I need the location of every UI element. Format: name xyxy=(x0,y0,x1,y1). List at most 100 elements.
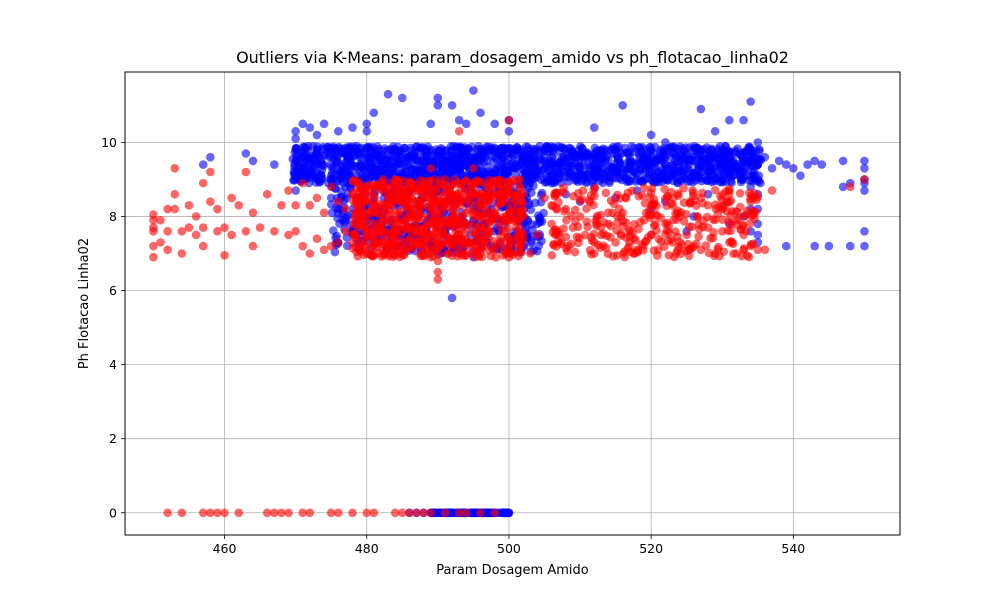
cluster-point-blue xyxy=(405,152,414,162)
outlier-point-red xyxy=(277,201,286,210)
y-tick-label: 4 xyxy=(109,357,117,372)
cluster-point-blue xyxy=(326,193,336,203)
outlier-point-red xyxy=(623,188,633,198)
outlier-point-red xyxy=(753,245,763,255)
outlier-point-red xyxy=(687,222,697,232)
outlier-point-red xyxy=(641,236,651,246)
outlier-point-red xyxy=(424,238,434,248)
outlier-point-red xyxy=(262,508,272,518)
outlier-point-red xyxy=(390,175,400,184)
outlier-point-red xyxy=(496,239,506,249)
outlier-point-red xyxy=(485,217,494,227)
outlier-point-red xyxy=(716,192,725,201)
cluster-point-blue xyxy=(469,86,478,95)
cluster-point-blue xyxy=(597,146,606,155)
outlier-point-red xyxy=(355,212,364,221)
outlier-point-red xyxy=(661,219,670,229)
cluster-point-blue xyxy=(789,164,798,173)
outlier-point-red xyxy=(440,215,450,225)
outlier-point-red xyxy=(547,201,556,210)
cluster-point-blue xyxy=(326,171,336,181)
outlier-point-red xyxy=(400,216,410,226)
outlier-point-red xyxy=(673,246,682,255)
outlier-point-red xyxy=(405,186,414,195)
outlier-point-red xyxy=(725,186,734,195)
outlier-point-red xyxy=(489,192,499,202)
cluster-point-blue xyxy=(448,151,457,160)
outlier-point-red xyxy=(739,230,748,240)
outlier-point-red xyxy=(589,229,599,239)
outlier-point-red xyxy=(405,508,414,518)
outlier-point-red xyxy=(735,188,745,198)
outlier-point-red xyxy=(686,198,695,208)
outlier-point-red xyxy=(198,241,208,251)
outlier-point-red xyxy=(430,175,439,184)
cluster-point-blue xyxy=(545,143,554,153)
outlier-point-red xyxy=(693,213,702,222)
cluster-point-blue xyxy=(609,165,618,175)
outlier-point-red xyxy=(177,508,187,518)
cluster-point-blue xyxy=(810,156,819,166)
cluster-point-blue xyxy=(575,164,585,173)
outlier-point-red xyxy=(732,215,741,225)
outlier-point-red xyxy=(649,221,659,230)
y-tick-label: 10 xyxy=(101,135,117,150)
cluster-point-blue xyxy=(433,93,443,103)
outlier-point-red xyxy=(660,194,670,204)
outlier-point-red xyxy=(312,193,322,203)
outlier-point-red xyxy=(213,508,222,518)
outlier-point-red xyxy=(556,237,566,247)
outlier-point-red xyxy=(326,182,336,192)
outlier-point-red xyxy=(433,244,443,254)
cluster-point-blue xyxy=(433,101,443,110)
cluster-point-blue xyxy=(774,156,784,166)
ticks-layer: 460 480 500 520 540 0 2 4 6 8 10 xyxy=(101,135,805,556)
outlier-point-red xyxy=(369,234,379,243)
outlier-point-red xyxy=(432,197,442,207)
cluster-point-blue xyxy=(526,205,536,215)
cluster-point-blue xyxy=(483,508,492,518)
outlier-point-red xyxy=(248,208,258,218)
outlier-point-red xyxy=(366,217,376,227)
outlier-point-red xyxy=(596,210,605,220)
outlier-point-red xyxy=(596,243,605,252)
outlier-point-red xyxy=(609,199,619,209)
cluster-point-blue xyxy=(781,160,791,169)
cluster-point-blue xyxy=(397,164,407,173)
cluster-point-blue xyxy=(697,153,706,163)
outlier-point-red xyxy=(227,193,236,203)
cluster-point-blue xyxy=(589,123,599,132)
cluster-point-blue xyxy=(383,89,393,99)
outlier-point-red xyxy=(573,188,583,198)
cluster-point-blue xyxy=(334,204,343,214)
cluster-point-blue xyxy=(550,167,560,177)
outlier-point-red xyxy=(426,252,436,262)
outlier-point-red xyxy=(577,195,587,204)
cluster-point-blue xyxy=(725,149,734,158)
outlier-point-red xyxy=(476,249,485,258)
outlier-point-red xyxy=(475,222,484,232)
cluster-point-blue xyxy=(860,156,869,166)
outlier-point-red xyxy=(433,275,443,284)
cluster-point-blue xyxy=(400,143,410,153)
cluster-point-blue xyxy=(533,156,542,166)
cluster-point-blue xyxy=(497,160,507,169)
y-tick-label: 8 xyxy=(109,209,117,224)
outlier-point-red xyxy=(419,189,428,199)
outlier-point-red xyxy=(613,190,622,200)
outlier-point-red xyxy=(383,201,393,210)
outlier-point-red xyxy=(383,249,393,259)
cluster-point-blue xyxy=(291,126,300,136)
outlier-point-red xyxy=(469,238,478,247)
cluster-point-blue xyxy=(611,149,620,158)
outlier-point-red xyxy=(475,212,484,222)
outlier-point-red xyxy=(149,241,158,251)
outlier-point-red xyxy=(582,204,591,213)
cluster-point-blue xyxy=(675,175,685,185)
outlier-point-red xyxy=(504,115,514,125)
outlier-point-red xyxy=(706,233,715,243)
outlier-point-red xyxy=(513,240,523,249)
outlier-point-red xyxy=(227,230,236,240)
cluster-point-blue xyxy=(355,167,364,177)
outlier-point-red xyxy=(468,198,478,208)
